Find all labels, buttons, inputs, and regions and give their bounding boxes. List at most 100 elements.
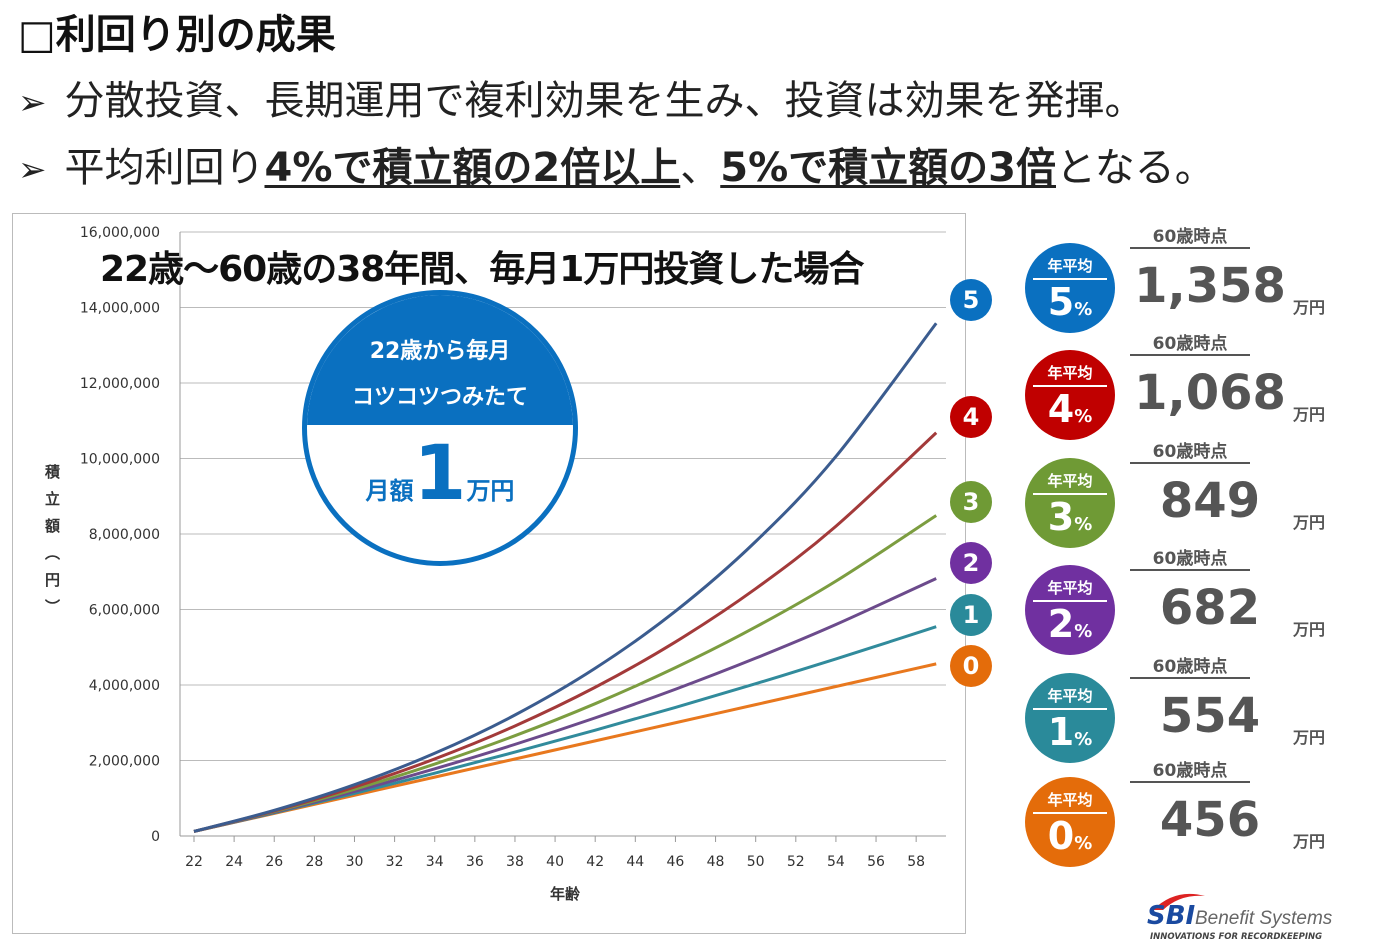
slide-title: □利回り別の成果 <box>18 12 336 58</box>
badge-label: 年平均 <box>1033 685 1107 710</box>
x-tick-label: 32 <box>386 854 404 870</box>
badge-rate: 3 <box>1047 495 1075 539</box>
y-tick-label: 8,000,000 <box>89 527 160 543</box>
y-tick-label: 12,000,000 <box>80 376 160 392</box>
result-unit: 万円 <box>1293 298 1326 317</box>
x-tick-label: 22 <box>185 854 203 870</box>
at-age-label: 60歳時点 <box>1130 652 1250 679</box>
x-tick-label: 24 <box>225 854 243 870</box>
x-axis-label: 年齢 <box>550 885 581 903</box>
x-tick-label: 38 <box>506 854 524 870</box>
x-tick-label: 58 <box>907 854 925 870</box>
line-chart: 0 2,000,000 4,000,000 6,000,000 8,000,000 10,… <box>80 225 946 903</box>
bullet-1: ➢ 分散投資、長期運用で複利効果を生み、投資は効果を発揮。 <box>18 68 1145 126</box>
sbi-logo: SBI Benefit Systems INNOVATIONS FOR RECO… <box>1145 888 1345 947</box>
badge-label: 年平均 <box>1033 255 1107 280</box>
rate-badge: 年平均 2% <box>1025 565 1115 655</box>
series-end-label: 0 <box>950 645 992 687</box>
badge-pct: % <box>1074 406 1093 427</box>
result-unit: 万円 <box>1293 513 1326 532</box>
y-tick-label: 10,000,000 <box>80 452 160 468</box>
bullet-2: ➢ 平均利回り4%で積立額の2倍以上、5%で積立額の3倍となる。 <box>18 135 1215 193</box>
series-end-label: 5 <box>950 279 992 321</box>
x-tick-label: 36 <box>466 854 484 870</box>
x-tick-label: 42 <box>586 854 604 870</box>
x-tick-label: 54 <box>827 854 845 870</box>
monthly-amount-bubble: 22歳から毎月 コツコツつみたて 月額1万円 <box>302 290 578 566</box>
badge-label: 年平均 <box>1033 789 1107 814</box>
badge-rate: 0 <box>1047 814 1075 858</box>
x-tick-label: 52 <box>787 854 805 870</box>
x-tick-label: 46 <box>667 854 685 870</box>
series-line-3pct <box>193 514 938 833</box>
series-end-label: 3 <box>950 481 992 523</box>
badge-rate: 5 <box>1047 280 1075 324</box>
bubble-line2: コツコツつみたて <box>351 385 528 410</box>
chart-title: 22歳～60歳の38年間、毎月1万円投資した場合 <box>100 249 864 290</box>
rate-badge: 年平均 1% <box>1025 673 1115 763</box>
y-axis-label: 積立額（円） <box>43 464 61 626</box>
rate-badge: 年平均 4% <box>1025 350 1115 440</box>
at-age-label: 60歳時点 <box>1130 437 1250 464</box>
x-tick-label: 56 <box>867 854 885 870</box>
result-value: 682 <box>1159 580 1261 636</box>
y-tick-label: 6,000,000 <box>89 603 160 619</box>
y-tick-label: 4,000,000 <box>89 678 160 694</box>
arrow-bullet-icon: ➢ <box>18 150 47 190</box>
x-tick-label: 28 <box>305 854 323 870</box>
y-tick-label: 16,000,000 <box>80 225 160 241</box>
series-line-5pct <box>193 322 938 833</box>
badge-pct: % <box>1074 621 1093 642</box>
arrow-bullet-icon: ➢ <box>18 83 47 123</box>
at-age-label: 60歳時点 <box>1130 222 1250 249</box>
bubble-amount: 1 <box>413 428 467 517</box>
result-value: 1,068 <box>1134 365 1286 421</box>
result-value: 554 <box>1159 688 1261 744</box>
series-end-label: 4 <box>950 396 992 438</box>
badge-label: 年平均 <box>1033 577 1107 602</box>
badge-pct: % <box>1074 729 1093 750</box>
result-unit: 万円 <box>1293 832 1326 851</box>
series-line-2pct <box>193 577 937 833</box>
badge-pct: % <box>1074 299 1093 320</box>
result-value: 456 <box>1159 792 1261 848</box>
y-tick-label: 14,000,000 <box>80 301 160 317</box>
badge-label: 年平均 <box>1033 470 1107 495</box>
rate-badge: 年平均 5% <box>1025 243 1115 333</box>
bubble-unit: 万円 <box>466 477 515 505</box>
x-tick-label: 30 <box>346 854 364 870</box>
badge-rate: 1 <box>1047 710 1075 754</box>
badge-pct: % <box>1074 833 1093 854</box>
at-age-label: 60歳時点 <box>1130 756 1250 783</box>
bullet-text: 平均利回り <box>64 145 265 191</box>
y-tick-label: 0 <box>151 829 160 845</box>
bubble-line1: 22歳から毎月 <box>369 339 511 364</box>
badge-rate: 4 <box>1047 387 1075 431</box>
logo-name: Benefit Systems <box>1195 908 1333 929</box>
result-unit: 万円 <box>1293 620 1326 639</box>
result-unit: 万円 <box>1293 728 1326 747</box>
at-age-label: 60歳時点 <box>1130 329 1250 356</box>
logo-brand: SBI <box>1147 901 1196 931</box>
series-end-label: 1 <box>950 594 992 636</box>
bullet-emphasis: 4%で積立額の2倍以上 <box>264 145 681 191</box>
x-tick-label: 44 <box>626 854 644 870</box>
rate-badge: 年平均 0% <box>1025 777 1115 867</box>
result-value: 1,358 <box>1134 258 1286 314</box>
badge-pct: % <box>1074 514 1093 535</box>
logo-tagline: INNOVATIONS FOR RECORDKEEPING <box>1150 932 1322 942</box>
y-tick-label: 2,000,000 <box>89 754 160 770</box>
logo-swoosh-icon <box>1153 893 1205 910</box>
x-tick-label: 34 <box>426 854 444 870</box>
result-value: 849 <box>1159 473 1261 529</box>
badge-label: 年平均 <box>1033 362 1107 387</box>
badge-rate: 2 <box>1047 602 1075 646</box>
result-unit: 万円 <box>1293 405 1326 424</box>
at-age-label: 60歳時点 <box>1130 544 1250 571</box>
x-tick-label: 50 <box>747 854 765 870</box>
bullet-text: 分散投資、長期運用で複利効果を生み、投資は効果を発揮。 <box>64 78 1145 124</box>
bubble-prefix: 月額 <box>365 477 414 505</box>
x-tick-label: 48 <box>707 854 725 870</box>
bullet-text: となる。 <box>1056 145 1215 191</box>
